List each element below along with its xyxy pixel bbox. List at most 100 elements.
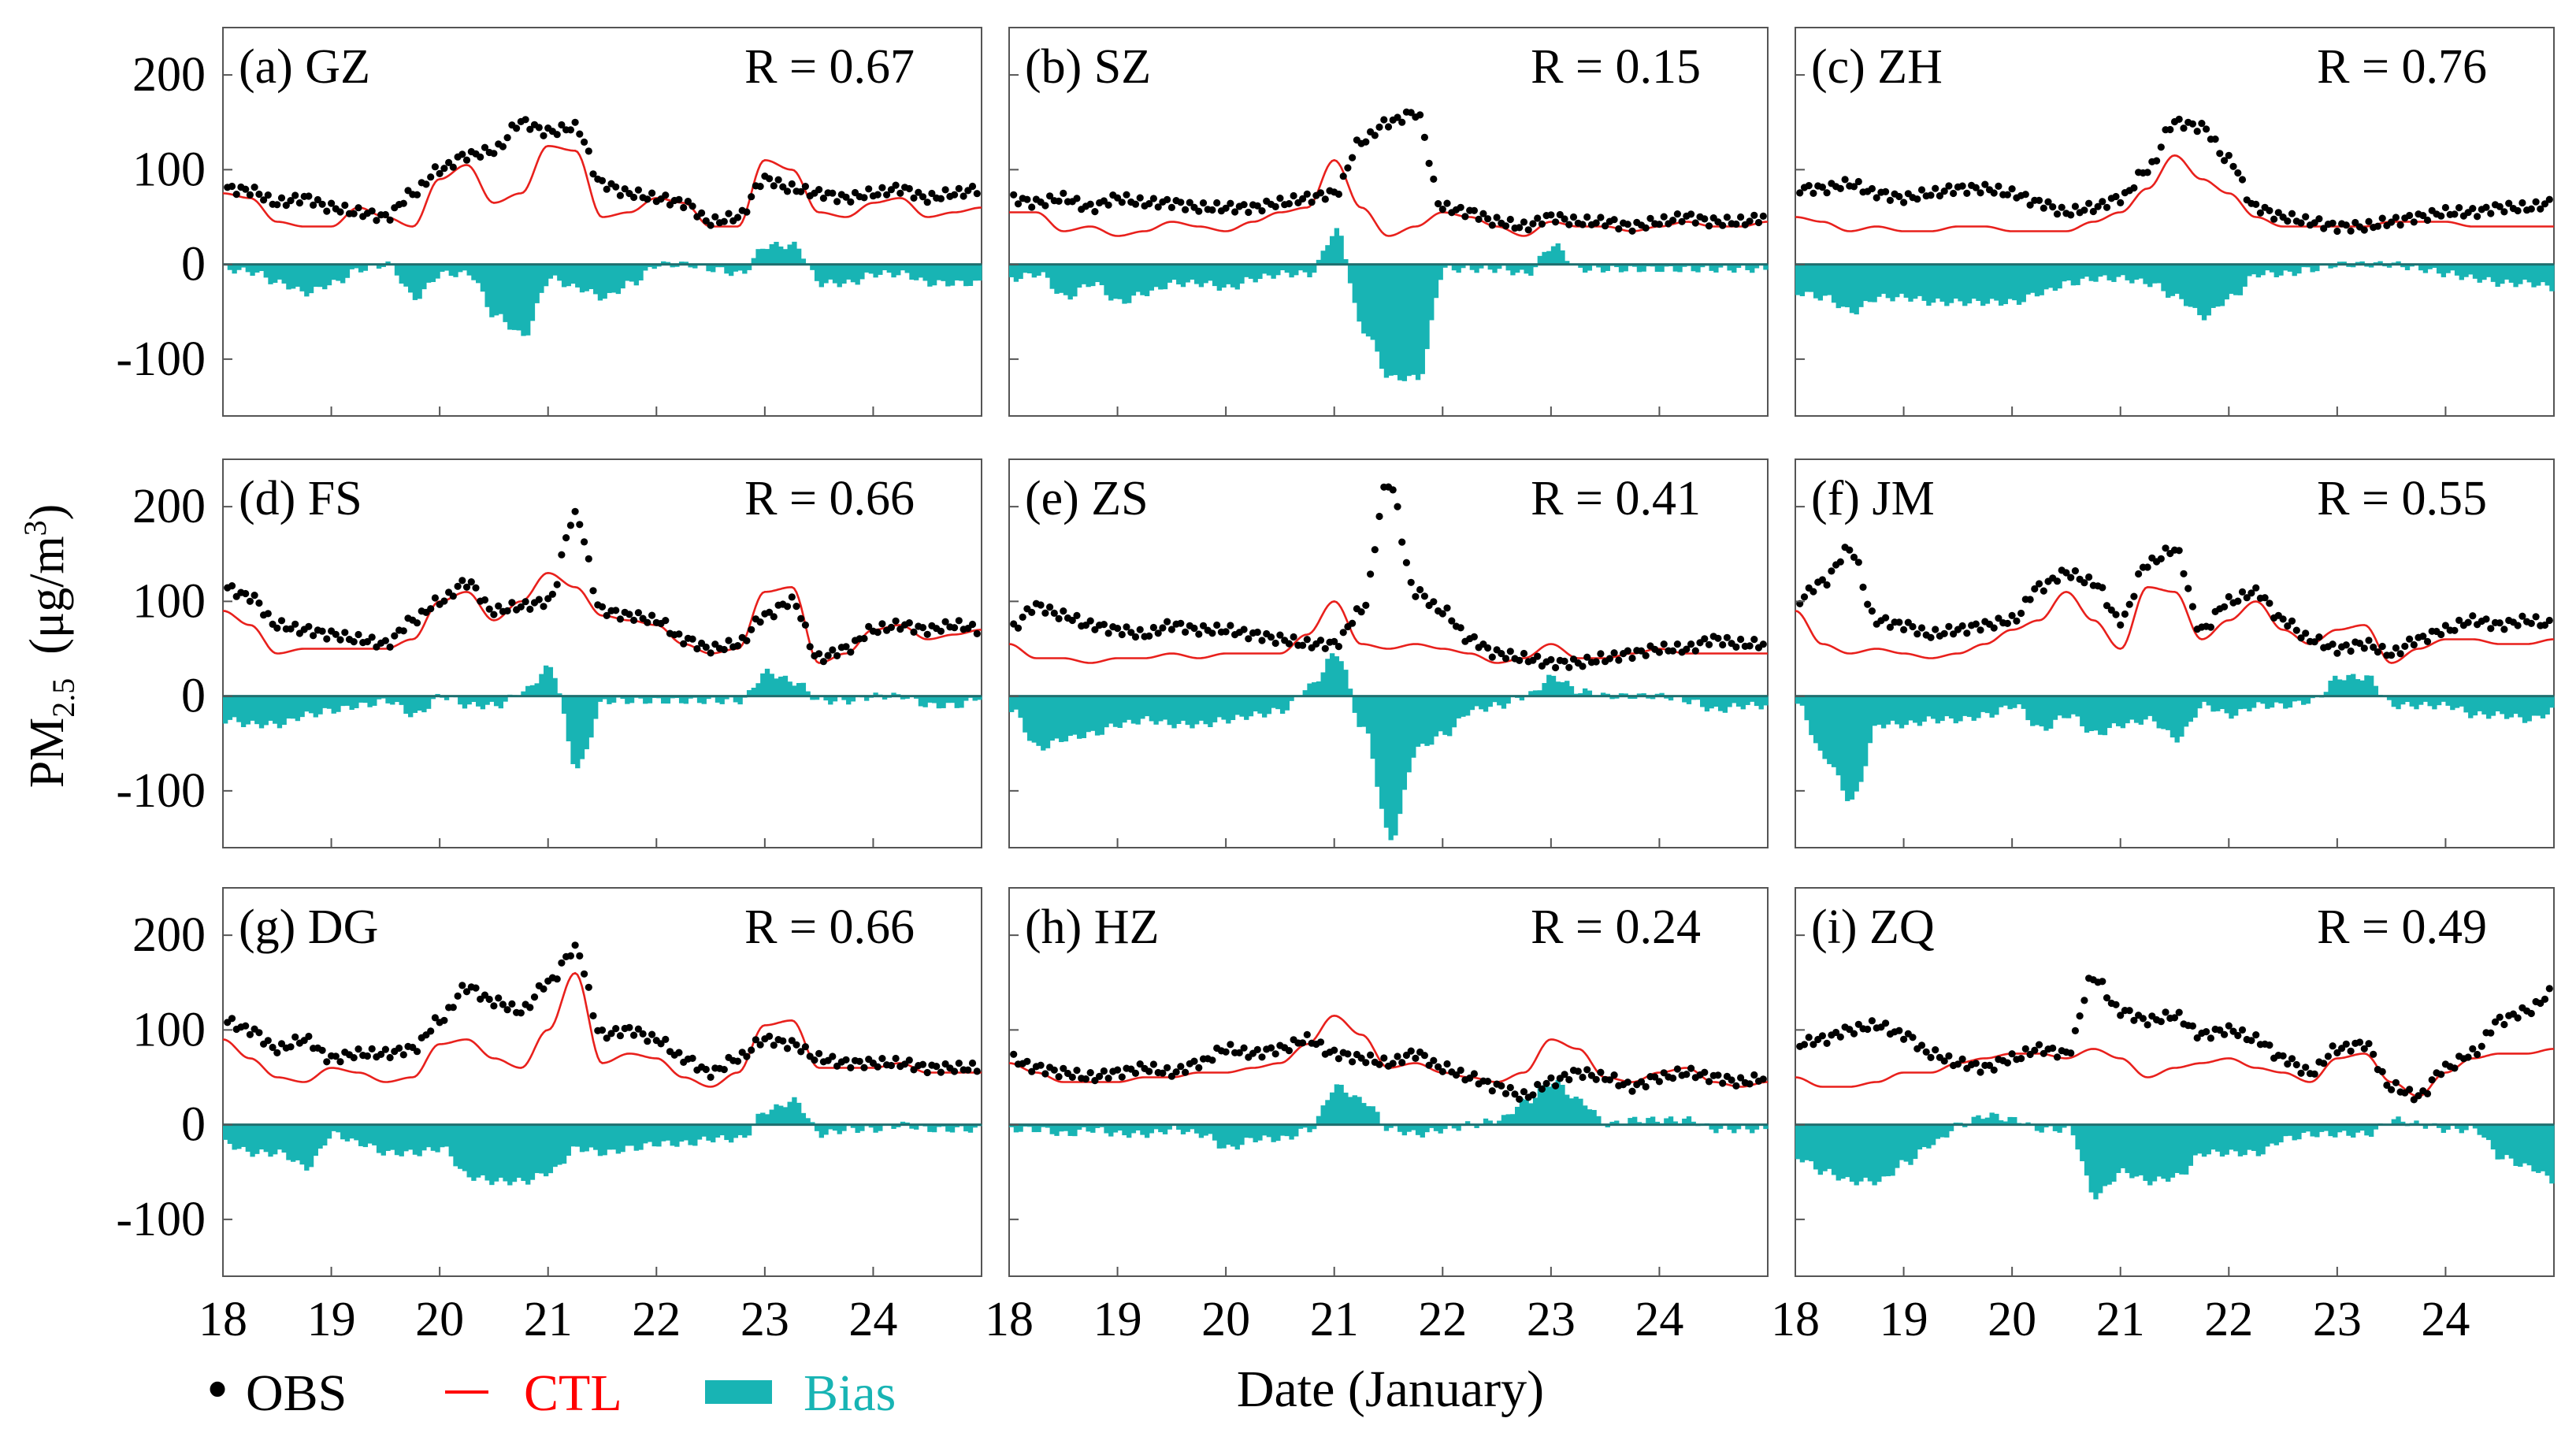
bias-bar [503, 696, 508, 702]
bias-bar [1271, 264, 1276, 279]
obs-point [883, 191, 891, 199]
bias-bar [2201, 696, 2207, 702]
y-tick-label: -100 [116, 1193, 206, 1246]
bias-bar [1086, 264, 1091, 288]
panel-r-value: R = 0.66 [744, 900, 915, 954]
obs-point [707, 1073, 715, 1081]
bias-bar [2265, 264, 2270, 271]
bias-bar [868, 264, 874, 274]
bias-bar [1049, 264, 1055, 289]
obs-point [395, 1044, 403, 1052]
bias-bar [2495, 1124, 2500, 1160]
obs-point [2464, 1053, 2472, 1061]
bias-bar [2278, 696, 2284, 704]
obs-point [1552, 218, 1560, 226]
bias-bar [476, 1124, 481, 1178]
obs-point [1086, 617, 1094, 625]
obs-point [779, 1037, 787, 1045]
obs-point [2144, 169, 2151, 176]
bias-bar [1135, 1124, 1141, 1130]
obs-point [1362, 138, 1370, 146]
obs-point [1759, 1075, 1767, 1083]
bias-bar [2215, 1124, 2221, 1152]
obs-point [819, 195, 827, 202]
bias-bar [1108, 264, 1114, 301]
bias-bar [1244, 696, 1249, 720]
x-tick-label: 23 [1527, 1293, 1576, 1346]
bias-bar [227, 264, 233, 270]
bias-bar [2454, 696, 2460, 708]
bias-bar [615, 1124, 622, 1154]
obs-point [923, 630, 931, 638]
obs-point [2378, 214, 2386, 222]
obs-point [1362, 601, 1370, 610]
obs-point [806, 643, 814, 651]
bias-bar [755, 683, 761, 696]
panel-5: (e) ZS R = 0.41 [1008, 458, 1769, 848]
obs-point [2053, 210, 2062, 218]
bias-bar [2129, 696, 2135, 720]
obs-point [874, 629, 882, 637]
bias-bar [2436, 1124, 2442, 1128]
bias-bar [1691, 696, 1696, 700]
obs-point [2162, 1008, 2170, 1016]
bias-bar [1641, 692, 1646, 696]
obs-point [634, 609, 643, 617]
obs-point [1506, 648, 1514, 655]
bias-bar [1501, 696, 1507, 709]
bias-bar [2166, 264, 2171, 298]
obs-point [675, 630, 683, 638]
bias-bar [313, 1124, 318, 1156]
obs-point [386, 1053, 394, 1062]
bias-bar [2106, 696, 2112, 729]
obs-point [644, 618, 651, 626]
obs-point [1909, 1034, 1917, 1041]
y-label-pm: PM [20, 718, 74, 789]
bias-bar [2147, 264, 2153, 288]
bias-bar [696, 696, 703, 704]
obs-point [422, 180, 430, 188]
obs-point [1484, 1078, 1492, 1086]
obs-point [2080, 579, 2088, 587]
obs-point [2392, 1078, 2400, 1086]
bias-bar [972, 696, 978, 701]
bias-bar [1090, 264, 1096, 287]
obs-point [1927, 191, 1935, 199]
bias-bar [1469, 696, 1475, 711]
bias-bar [1108, 696, 1114, 724]
bias-bar [2030, 264, 2036, 293]
bias-bar [2359, 1124, 2365, 1131]
obs-point [255, 599, 263, 607]
obs-point [1701, 215, 1709, 223]
bias-bar [1194, 1124, 1200, 1134]
obs-point [517, 1009, 525, 1017]
obs-point [923, 199, 931, 206]
x-tick-label: 19 [1880, 1293, 1928, 1346]
obs-point [1977, 189, 1984, 197]
bias-bar [448, 1124, 454, 1156]
obs-point [314, 195, 321, 204]
bias-bar [1939, 1124, 1945, 1138]
obs-point [892, 181, 900, 189]
bias-bar [607, 1124, 612, 1150]
bias-bar [949, 1124, 956, 1133]
obs-point [513, 124, 521, 132]
obs-point [2388, 218, 2396, 226]
obs-point [1498, 650, 1505, 658]
obs-point [919, 624, 927, 632]
x-tick-label: 21 [1310, 1293, 1359, 1346]
obs-point [1145, 1067, 1153, 1075]
bias-bar [281, 1124, 287, 1153]
bias-bar [2125, 264, 2130, 280]
bias-bar [1659, 692, 1665, 696]
obs-point [1940, 187, 1948, 195]
bias-bar [850, 1124, 856, 1128]
bias-bar [607, 264, 612, 293]
bias-bar [2500, 1124, 2505, 1160]
bias-bar [1365, 1106, 1372, 1125]
bias-bar [1248, 264, 1254, 279]
obs-point [1367, 1051, 1375, 1059]
obs-point [2071, 567, 2079, 575]
obs-point [1488, 653, 1496, 661]
bias-bar [2422, 696, 2429, 702]
